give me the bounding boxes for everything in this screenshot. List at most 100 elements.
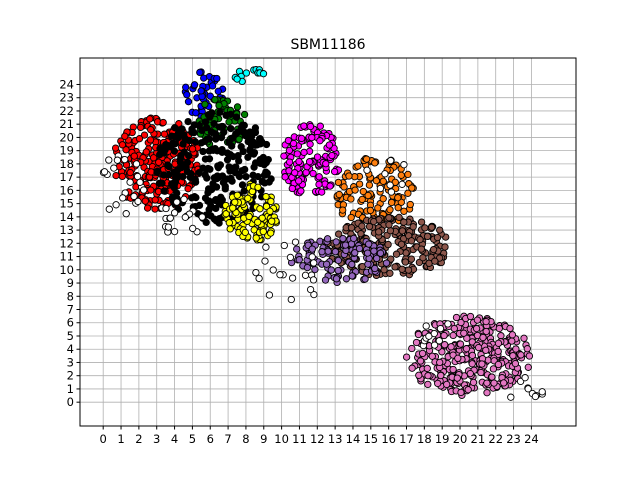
data-point (105, 156, 113, 164)
data-point (122, 210, 130, 218)
data-point (436, 324, 445, 333)
x-tick-label: 24 (524, 432, 539, 446)
data-point (419, 254, 427, 262)
data-point (259, 70, 268, 78)
data-point (252, 268, 260, 277)
data-point (423, 232, 432, 241)
x-tick-label: 21 (471, 432, 486, 446)
x-tick-label: 7 (224, 432, 231, 446)
data-point (366, 206, 375, 215)
data-point (321, 276, 330, 284)
data-point (231, 169, 240, 177)
data-point (424, 372, 432, 380)
y-tick-label: 4 (67, 342, 74, 356)
x-tick-label: 18 (417, 432, 432, 446)
data-point (376, 249, 385, 257)
data-point (147, 186, 155, 194)
data-point (258, 177, 266, 186)
data-point (497, 332, 505, 340)
data-point (398, 265, 406, 273)
data-point (151, 205, 159, 213)
data-point (447, 343, 455, 351)
y-tick-label: 22 (59, 104, 74, 118)
data-point (280, 152, 288, 160)
data-point (160, 149, 168, 157)
data-point (402, 353, 411, 361)
y-tick-label: 15 (59, 197, 74, 211)
y-tick-label: 5 (67, 329, 74, 343)
data-point (189, 224, 197, 233)
y-tick-label: 20 (59, 130, 74, 144)
data-point (159, 118, 167, 127)
data-point (280, 241, 288, 250)
data-point (288, 274, 297, 282)
data-point (217, 133, 226, 142)
data-point (241, 228, 249, 237)
data-point (354, 162, 362, 170)
x-tick-label: 5 (189, 432, 196, 446)
data-point (404, 266, 413, 274)
data-point (398, 227, 407, 235)
data-point (332, 275, 341, 283)
data-point (371, 264, 379, 273)
data-point (482, 327, 490, 336)
data-point (287, 295, 295, 304)
data-point (218, 172, 227, 180)
data-point (521, 374, 529, 382)
data-point (207, 185, 216, 194)
data-point (240, 128, 248, 136)
data-point (397, 171, 405, 179)
data-point (142, 148, 150, 156)
data-point (385, 214, 393, 222)
y-tick-label: 11 (59, 250, 74, 264)
data-point (166, 214, 174, 222)
data-point (121, 155, 129, 164)
data-point (482, 346, 490, 354)
data-point (341, 241, 350, 249)
data-point (184, 185, 192, 193)
data-point (404, 170, 412, 179)
data-point (517, 351, 525, 359)
data-point (164, 223, 173, 231)
data-point (441, 341, 449, 349)
data-point (267, 175, 275, 183)
data-point (398, 180, 406, 188)
data-point (531, 392, 540, 401)
data-point (111, 144, 120, 152)
data-point (423, 364, 431, 373)
x-tick-label: 14 (346, 432, 361, 446)
x-tick-label: 13 (328, 432, 343, 446)
data-point (151, 196, 159, 204)
data-point (490, 379, 498, 387)
data-point (180, 148, 188, 156)
data-point (417, 218, 426, 226)
data-point (211, 196, 219, 205)
x-tick-label: 2 (135, 432, 142, 446)
plot-frame (79, 57, 577, 427)
data-point (238, 181, 247, 189)
data-point (477, 368, 485, 377)
data-point (113, 156, 122, 164)
data-point (141, 197, 149, 205)
data-point (110, 164, 118, 172)
data-point (265, 291, 274, 299)
data-point (495, 324, 503, 333)
data-point (400, 218, 408, 226)
data-point (201, 171, 209, 179)
data-point (162, 204, 170, 213)
data-point (179, 140, 187, 148)
data-point (457, 318, 465, 327)
series-11 (99, 152, 546, 401)
data-point (308, 245, 316, 253)
data-point (182, 83, 190, 91)
data-point (315, 180, 323, 189)
data-point (191, 138, 200, 146)
data-point (306, 122, 315, 131)
data-point (136, 178, 144, 186)
data-point (293, 150, 301, 158)
data-point (416, 357, 425, 365)
data-point (335, 190, 343, 199)
data-point (466, 312, 475, 321)
series-9 (287, 234, 391, 287)
